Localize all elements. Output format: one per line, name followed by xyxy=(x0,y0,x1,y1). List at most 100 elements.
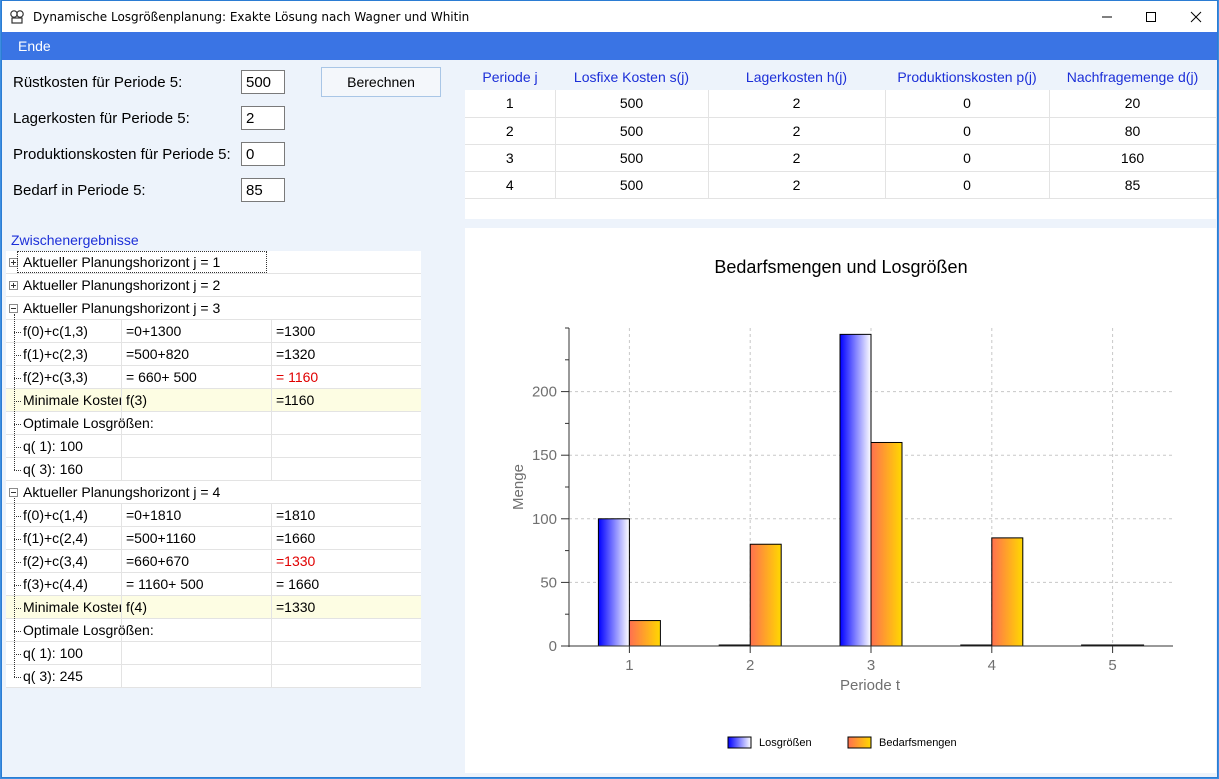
table-row[interactable]: 2 500 2 0 80 xyxy=(465,117,1217,145)
tree-row[interactable]: Minimale Kosten f(4) =1330 xyxy=(6,596,421,619)
tree-cell: =660+670 xyxy=(126,553,190,569)
table-cell[interactable]: 0 xyxy=(885,171,1050,199)
column-divider xyxy=(121,527,122,550)
tree-row[interactable]: f(3)+c(4,4) = 1160+ 500 = 1660 xyxy=(6,573,421,596)
table-cell[interactable]: 80 xyxy=(1049,117,1217,145)
demand-input[interactable] xyxy=(241,178,285,202)
column-divider xyxy=(121,366,122,389)
menu-item-ende[interactable]: Ende xyxy=(18,38,51,54)
column-header[interactable]: Produktionskosten p(j) xyxy=(885,63,1049,90)
table-cell[interactable]: 160 xyxy=(1049,144,1217,172)
demand-label: Bedarf in Periode 5: xyxy=(13,182,146,199)
table-cell[interactable]: 4 xyxy=(465,171,556,199)
column-divider xyxy=(271,573,272,596)
column-divider xyxy=(271,435,272,458)
tree-connector xyxy=(14,378,21,379)
tree-row[interactable]: q( 3): 245 xyxy=(6,665,421,688)
tree-cell: Minimale Kosten xyxy=(23,599,121,615)
column-divider xyxy=(121,343,122,366)
tree-node[interactable]: Aktueller Planungshorizont j = 2 xyxy=(6,274,421,297)
minimize-button[interactable] xyxy=(1084,1,1130,32)
tree-row[interactable]: q( 3): 160 xyxy=(6,458,421,481)
chart-legend: Losgrößen Bedarfsmengen xyxy=(727,736,957,749)
holding-cost-input[interactable] xyxy=(241,106,285,130)
column-header[interactable]: Periode j xyxy=(465,63,555,90)
table-cell[interactable]: 20 xyxy=(1049,90,1217,118)
tree-cell: =1660 xyxy=(276,530,316,546)
table-cell[interactable]: 500 xyxy=(555,90,709,118)
tree-row[interactable]: Optimale Losgrößen: xyxy=(6,619,421,642)
legend-swatch xyxy=(847,736,872,749)
table-cell[interactable]: 85 xyxy=(1049,171,1217,199)
tree-row[interactable]: Minimale Kosten f(3) =1160 xyxy=(6,389,421,412)
tree-row[interactable]: f(0)+c(1,3) =0+1300 =1300 xyxy=(6,320,421,343)
tree-cell: f(3)+c(4,4) xyxy=(23,576,88,592)
tree-row[interactable]: Optimale Losgrößen: xyxy=(6,412,421,435)
table-row[interactable]: 1 500 2 0 20 xyxy=(465,90,1217,118)
table-cell[interactable]: 0 xyxy=(885,90,1050,118)
collapse-icon[interactable] xyxy=(9,304,18,313)
column-divider xyxy=(121,596,122,619)
column-header[interactable]: Lagerkosten h(j) xyxy=(708,63,885,90)
column-header[interactable]: Nachfragemenge d(j) xyxy=(1049,63,1216,90)
tree-connector xyxy=(14,498,15,677)
table-row[interactable]: 3 500 2 0 160 xyxy=(465,144,1217,172)
chart-title: Bedarfsmengen und Losgrößen xyxy=(714,257,967,277)
column-divider xyxy=(271,389,272,412)
tree-row[interactable]: f(0)+c(1,4) =0+1810 =1810 xyxy=(6,504,421,527)
production-cost-input[interactable] xyxy=(241,142,285,166)
intermediate-results-tree[interactable]: Zwischenergebnisse Aktueller Planungshor… xyxy=(6,228,421,688)
chart-panel: Bedarfsmengen und Losgrößen Menge Period… xyxy=(465,228,1216,773)
tree-cell: =0+1810 xyxy=(126,507,182,523)
tree-row[interactable]: f(1)+c(2,3) =500+820 =1320 xyxy=(6,343,421,366)
tree-connector xyxy=(14,608,21,609)
column-divider xyxy=(271,458,272,481)
tree-node[interactable]: Aktueller Planungshorizont j = 3 xyxy=(6,297,421,320)
y-tick-label: 100 xyxy=(532,511,557,528)
column-header[interactable]: Losfixe Kosten s(j) xyxy=(555,63,708,90)
tree-cell: =500+1160 xyxy=(126,530,196,546)
tree-row[interactable]: q( 1): 100 xyxy=(6,435,421,458)
tree-cell: f(4) xyxy=(126,599,147,615)
maximize-button[interactable] xyxy=(1128,1,1174,32)
tree-cell: f(0)+c(1,4) xyxy=(23,507,88,523)
table-row[interactable]: 4 500 2 0 85 xyxy=(465,171,1217,199)
collapse-icon[interactable] xyxy=(9,488,18,497)
tree-connector xyxy=(14,562,21,563)
table-cell[interactable]: 2 xyxy=(708,171,886,199)
table-cell[interactable]: 2 xyxy=(708,117,886,145)
close-button[interactable] xyxy=(1173,1,1219,32)
table-cell[interactable]: 3 xyxy=(465,144,556,172)
tree-row[interactable]: q( 1): 100 xyxy=(6,642,421,665)
table-cell[interactable]: 500 xyxy=(555,144,709,172)
column-divider xyxy=(271,665,272,688)
menu-bar: Ende xyxy=(2,32,1217,60)
tree-row[interactable]: f(1)+c(2,4) =500+1160 =1660 xyxy=(6,527,421,550)
column-divider xyxy=(271,343,272,366)
table-cell[interactable]: 500 xyxy=(555,117,709,145)
tree-node[interactable]: Aktueller Planungshorizont j = 4 xyxy=(6,481,421,504)
legend-swatch xyxy=(727,736,752,749)
table-cell[interactable]: 2 xyxy=(708,144,886,172)
table-cell[interactable]: 500 xyxy=(555,171,709,199)
table-cell[interactable]: 0 xyxy=(885,117,1050,145)
tree-row[interactable]: f(2)+c(3,4) =660+670 =1330 xyxy=(6,550,421,573)
tree-connector xyxy=(14,631,21,632)
tree-connector xyxy=(14,585,21,586)
column-divider xyxy=(271,320,272,343)
tree-cell: =1330 xyxy=(276,553,316,569)
calculate-button[interactable]: Berechnen xyxy=(321,67,441,97)
tree-cell: f(3) xyxy=(126,392,147,408)
table-cell[interactable]: 2 xyxy=(465,117,556,145)
x-tick-label: 4 xyxy=(988,657,996,674)
tree-row[interactable]: f(2)+c(3,3) = 660+ 500 = 1160 xyxy=(6,366,421,389)
table-cell[interactable]: 2 xyxy=(708,90,886,118)
setup-cost-input[interactable] xyxy=(241,70,285,94)
expand-icon[interactable] xyxy=(9,281,18,290)
table-cell[interactable]: 1 xyxy=(465,90,556,118)
y-tick-label: 50 xyxy=(540,574,557,591)
bar-bedarfsmengen-3 xyxy=(870,441,903,647)
table-cell[interactable]: 0 xyxy=(885,144,1050,172)
tree-cell: =1160 xyxy=(276,392,315,408)
x-tick-label: 1 xyxy=(625,657,633,674)
